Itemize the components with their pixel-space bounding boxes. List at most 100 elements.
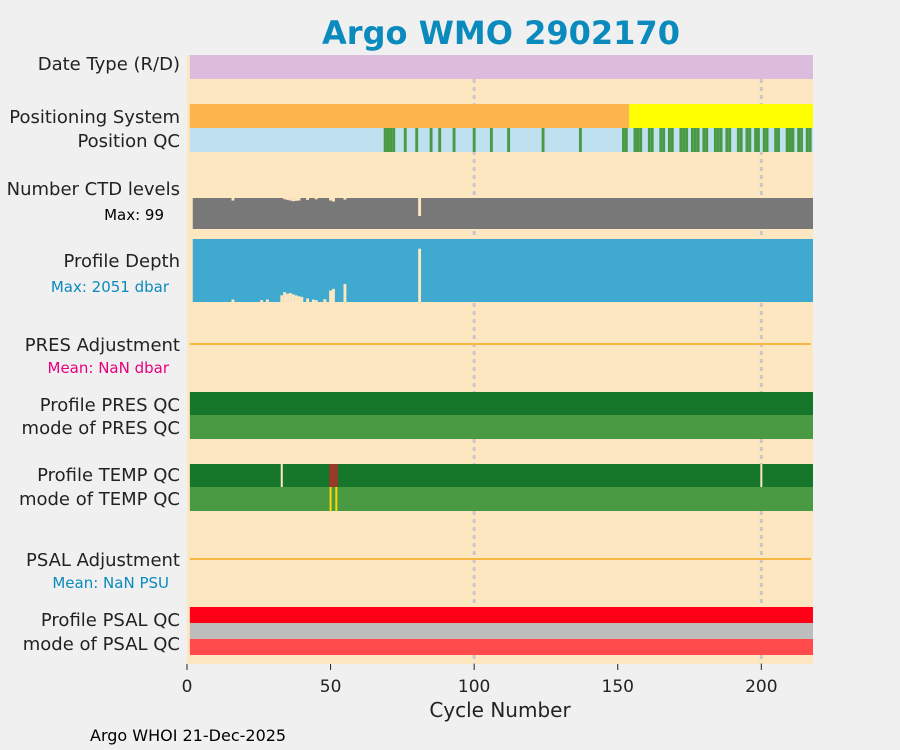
position-qc-mark (765, 128, 769, 152)
position-qc-mark (386, 128, 390, 152)
position-qc-mark (659, 128, 663, 152)
profile-depth-dip (288, 293, 292, 302)
profile-depth-label: Profile Depth (63, 251, 180, 272)
position-qc-mark (489, 128, 493, 152)
psal-qc-gray-band (189, 623, 813, 639)
ctd-level-dip (283, 198, 287, 200)
profile-temp-qc-bad (329, 464, 332, 487)
mode-psal-qc-label: mode of PSAL QC (23, 634, 180, 655)
profile-depth-dip (260, 300, 264, 302)
pres-mean-label: Mean: NaN dbar (48, 359, 170, 377)
mode-pres-qc-label: mode of PRES QC (22, 418, 180, 439)
position-qc-mark (696, 128, 700, 152)
profile-depth-dip (306, 298, 310, 302)
position-qc-mark (647, 128, 651, 152)
profile-depth-dip (297, 296, 301, 302)
profile-depth-dip (343, 284, 347, 302)
position-qc-mark (415, 128, 419, 152)
position-qc-mark (389, 128, 393, 152)
profile-depth-dip (280, 295, 284, 302)
profile-depth-bars (192, 239, 814, 302)
profile-temp-qc-band (189, 464, 813, 487)
position-qc-mark (754, 128, 758, 152)
ctd-level-dip (314, 198, 318, 200)
position-qc-mark (693, 128, 697, 152)
ctd-level-dip (306, 198, 310, 200)
date-type-band (189, 55, 813, 79)
profile-temp-qc-bad (335, 464, 338, 487)
psal-mean-label: Mean: NaN PSU (52, 574, 169, 592)
position-qc-mark (403, 128, 407, 152)
position-qc-mark (429, 128, 433, 152)
chart-title: Argo WMO 2902170 (322, 14, 680, 52)
position-qc-mark (716, 128, 720, 152)
position-qc-mark (736, 128, 740, 152)
position-qc-mark (748, 128, 752, 152)
pres-adjustment-label: PRES Adjustment (25, 335, 180, 356)
positioning-gps-band (189, 104, 630, 128)
profile-depth-dip (311, 299, 315, 302)
profile-temp-qc-bad (332, 464, 335, 487)
profile-depth-dip (286, 293, 289, 302)
position-qc-mark (791, 128, 795, 152)
x-tick-label: 150 (602, 677, 634, 697)
profile-pres-qc-band (189, 392, 813, 415)
ctd-levels-bars (192, 198, 814, 229)
mode-temp-qc-band (189, 487, 813, 511)
position-qc-mark (705, 128, 709, 152)
position-qc-mark (650, 128, 654, 152)
position-qc-mark (713, 128, 717, 152)
position-qc-mark (728, 128, 732, 152)
position-qc-mark (472, 128, 476, 152)
ctd-level-dip (332, 198, 335, 202)
position-qc-mark (762, 128, 766, 152)
profile-temp-qc-gap (760, 464, 763, 487)
position-qc-mark (667, 128, 671, 152)
ctd-level-dip (329, 198, 333, 201)
position-qc-mark (785, 128, 789, 152)
position-qc-mark (690, 128, 694, 152)
profile-depth-dip (300, 296, 304, 302)
depth-max-label: Max: 2051 dbar (51, 278, 170, 296)
position-qc-mark (636, 128, 640, 152)
position-qc-mark (800, 128, 803, 152)
profile-depth-dip (329, 290, 333, 302)
position-qc-mark (739, 128, 743, 152)
x-tick-label: 0 (182, 677, 193, 697)
position-qc-mark (777, 128, 780, 152)
position-qc-mark (679, 128, 683, 152)
x-axis-label: Cycle Number (429, 698, 571, 722)
position-qc-mark (662, 128, 666, 152)
position-qc-mark (719, 128, 723, 152)
ctd-level-dip (291, 198, 295, 202)
position-qc-mark (805, 128, 809, 152)
position-qc-mark (788, 128, 792, 152)
ctd-levels-label: Number CTD levels (7, 179, 180, 200)
profile-depth-dip (231, 299, 235, 302)
ctd-level-dip (288, 198, 292, 201)
profile-psal-qc-band (189, 607, 813, 623)
ctd-level-dip (231, 198, 235, 201)
position-qc-mark (702, 128, 706, 152)
position-qc-label: Position QC (77, 131, 180, 152)
position-qc-mark (578, 128, 582, 152)
position-qc-mark (725, 128, 729, 152)
position-qc-mark (541, 128, 545, 152)
plot-area (187, 55, 813, 664)
position-qc-mark (685, 128, 689, 152)
psal-adjustment-label: PSAL Adjustment (26, 550, 180, 571)
ctd-level-dip (418, 198, 422, 217)
profile-depth-dip (418, 248, 422, 302)
profile-depth-dip (283, 292, 287, 302)
mode-pres-qc-band (189, 415, 813, 439)
position-qc-band (189, 128, 813, 152)
mode-temp-qc-flag (329, 487, 332, 511)
profile-depth-dip (291, 294, 295, 302)
ctd-level-dip (294, 198, 298, 201)
ctd-level-dip (297, 198, 301, 201)
profile-depth-dip (265, 299, 269, 302)
profile-pres-qc-label: Profile PRES QC (40, 395, 180, 416)
position-qc-mark (383, 128, 387, 152)
position-qc-mark (797, 128, 801, 152)
